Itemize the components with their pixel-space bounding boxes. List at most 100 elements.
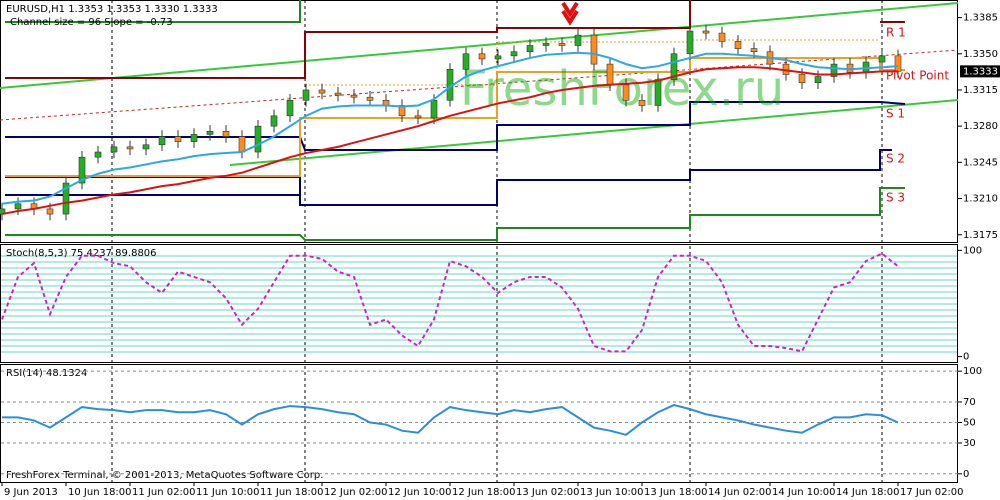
x-tick-label: 11 Jun 10:00 xyxy=(196,487,260,498)
y-tick-label: 30 xyxy=(963,438,976,449)
y-tick-label: 1.3350 xyxy=(963,49,998,60)
candle-body xyxy=(286,100,294,117)
level-label: Pivot Point xyxy=(886,69,949,83)
candle-body xyxy=(478,53,486,60)
line-series xyxy=(1,66,898,216)
x-tick-label: 14 Jun 18:00 xyxy=(836,487,900,498)
stoch-title: Stoch(8,5,3) 75.4237 89.8806 xyxy=(6,248,157,259)
candle-body xyxy=(270,115,278,127)
y-tick-label: 1.3210 xyxy=(963,194,998,205)
channel-bottom xyxy=(229,99,959,166)
candle-body xyxy=(702,30,710,34)
y-tick-label: 0 xyxy=(963,352,969,363)
candle-body xyxy=(558,43,566,46)
candle-body xyxy=(798,74,806,84)
y-tick-label: 1.3245 xyxy=(963,157,998,168)
main-pane xyxy=(0,0,958,243)
x-tick-label: 10 Jun 18:00 xyxy=(68,487,132,498)
candle-body xyxy=(126,146,134,150)
candle-body xyxy=(414,115,422,119)
y-tick-label: 50 xyxy=(963,417,976,428)
candle-body xyxy=(574,34,582,46)
candle-body xyxy=(190,134,198,142)
candle-body xyxy=(654,79,662,106)
watermark: FreshForex.ru xyxy=(460,61,784,117)
candle-body xyxy=(14,203,22,210)
x-tick-label: 12 Jun 18:00 xyxy=(452,487,516,498)
candle-body xyxy=(638,100,646,106)
candle-body xyxy=(526,45,534,53)
candle-body xyxy=(238,136,246,153)
x-tick-label: 13 Jun 18:00 xyxy=(644,487,708,498)
pivot-r2 xyxy=(5,0,301,23)
y-tick-label: 1.3315 xyxy=(963,85,998,96)
candle-body xyxy=(142,144,150,150)
y-tick-label: 100 xyxy=(963,245,982,256)
stoch-band xyxy=(1,255,957,353)
candle-body xyxy=(94,151,102,158)
candle-body xyxy=(814,76,822,84)
candle-body xyxy=(398,105,406,117)
candle-body xyxy=(878,55,886,63)
x-tick-label: 13 Jun 02:00 xyxy=(516,487,580,498)
pivot-s2 xyxy=(5,149,892,206)
candle-body xyxy=(718,32,726,42)
candle-body xyxy=(686,30,694,55)
main-subtitle: Channel size = 96 Slope = -0.73 xyxy=(10,17,173,28)
candle-body xyxy=(734,41,742,49)
x-tick-label: 12 Jun 02:00 xyxy=(324,487,388,498)
x-tick-label: 14 Jun 10:00 xyxy=(772,487,836,498)
candle-body xyxy=(174,136,182,142)
line-series xyxy=(1,252,899,353)
x-tick-label: 13 Jun 10:00 xyxy=(580,487,644,498)
pivot-point xyxy=(5,57,905,177)
footer: FreshForex Terminal, © 2001-2013, MetaQu… xyxy=(6,470,323,481)
candle-body xyxy=(430,100,438,119)
candle-body xyxy=(158,136,166,146)
candle-body xyxy=(830,63,838,77)
x-tick-label: 11 Jun 18:00 xyxy=(260,487,324,498)
y-tick-label: 100 xyxy=(963,366,982,377)
candle-body xyxy=(350,94,358,98)
candle-body xyxy=(510,51,518,57)
last-price-box xyxy=(960,65,1000,78)
signal-arrow xyxy=(561,1,579,26)
pivot-r1 xyxy=(5,0,691,79)
y-tick-label: 70 xyxy=(963,397,976,408)
candle-body xyxy=(366,96,374,101)
last-price-label: 1.3333 xyxy=(963,66,998,77)
stoch-pane xyxy=(0,244,958,363)
candle-body xyxy=(334,92,342,96)
level-label: S 1 xyxy=(886,107,905,121)
layout xyxy=(0,0,959,483)
candle-body xyxy=(462,53,470,70)
candle-body xyxy=(542,43,550,46)
line-series xyxy=(1,51,899,205)
y-tick-label: 0 xyxy=(963,469,969,480)
candle-body xyxy=(62,182,70,215)
main-title: EURUSD,H1 1.3353 1.3353 1.3330 1.3333 xyxy=(6,4,218,15)
rsi-title: RSI(14) 48.1324 xyxy=(6,368,87,379)
candle-body xyxy=(494,55,502,60)
candle-body xyxy=(606,63,614,86)
y-tick-label: 1.3175 xyxy=(963,230,998,241)
level-label: S 2 xyxy=(886,152,905,166)
x-tick-label: 17 Jun 02:00 xyxy=(900,487,964,498)
rsi-pane xyxy=(0,364,958,483)
candle-body xyxy=(622,84,630,101)
level-label: R 1 xyxy=(886,26,906,40)
candle-body xyxy=(750,48,758,53)
line-series xyxy=(2,403,899,436)
level-label: S 3 xyxy=(886,191,905,205)
x-tick-label: 9 Jun 2013 xyxy=(4,487,58,498)
candle-body xyxy=(590,34,598,65)
candle-body xyxy=(78,156,86,184)
candle-body xyxy=(46,208,54,215)
candle-body xyxy=(670,53,678,80)
x-tick-label: 12 Jun 10:00 xyxy=(388,487,452,498)
y-tick-label: 1.3385 xyxy=(963,13,998,24)
channel-top xyxy=(0,2,959,89)
candle-body xyxy=(222,131,230,137)
candle-body xyxy=(206,131,214,135)
